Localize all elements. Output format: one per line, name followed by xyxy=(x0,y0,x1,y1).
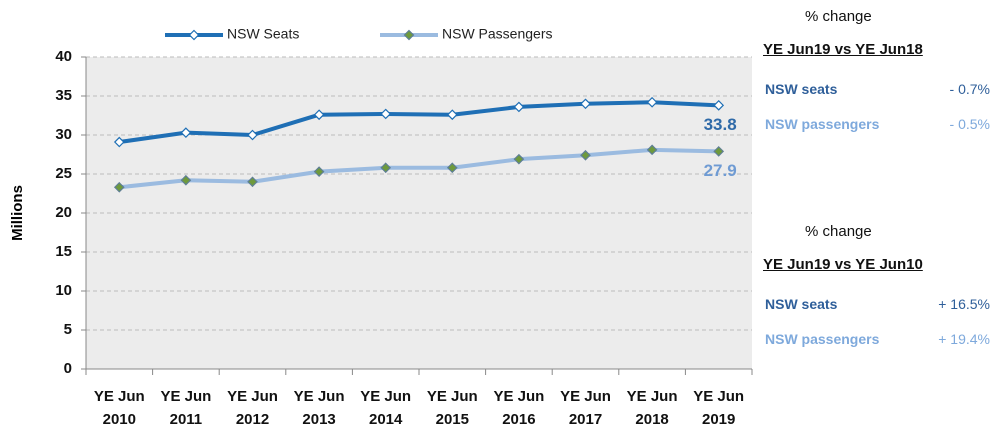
marker xyxy=(513,153,525,165)
legend-label: NSW Seats xyxy=(227,26,299,42)
data-label: 27.9 xyxy=(704,161,737,180)
x-tick-label: YE Jun 2016 xyxy=(493,388,545,428)
x-tick-label: YE Jun 2017 xyxy=(560,388,611,428)
marker xyxy=(646,144,658,156)
legend-marker xyxy=(188,29,200,41)
y-tick-label: 5 xyxy=(64,321,72,338)
marker xyxy=(646,96,658,108)
row-label: NSW passengers xyxy=(765,116,880,132)
marker xyxy=(113,181,125,193)
panel-heading: % change xyxy=(805,8,872,25)
x-tick-label: YE Jun 2013 xyxy=(293,388,345,428)
row-value: - 0.7% xyxy=(949,81,990,97)
panel-subheading: YE Jun19 vs YE Jun18 xyxy=(763,41,923,58)
marker xyxy=(180,127,192,139)
y-tick-label: 10 xyxy=(55,282,72,299)
x-tick-label: YE Jun 2018 xyxy=(626,388,678,428)
x-tick-label: YE Jun 2010 xyxy=(93,388,145,428)
y-tick-label: 25 xyxy=(55,165,72,182)
marker xyxy=(446,162,458,174)
row-label: NSW seats xyxy=(765,296,838,312)
x-tick-label: YE Jun 2011 xyxy=(160,388,212,428)
marker xyxy=(247,176,258,188)
x-tick-label: YE Jun 2014 xyxy=(360,388,412,428)
marker xyxy=(446,109,458,121)
y-tick-label: 30 xyxy=(55,126,72,143)
y-tick-label: 0 xyxy=(64,360,72,377)
legend-label: NSW Passengers xyxy=(442,26,552,42)
marker xyxy=(180,174,192,186)
panel-heading: % change xyxy=(805,223,872,240)
panel-subheading: YE Jun19 vs YE Jun10 xyxy=(763,256,923,273)
row-label: NSW passengers xyxy=(765,331,880,347)
y-tick-label: 20 xyxy=(55,204,72,221)
x-tick-label: YE Jun 2012 xyxy=(227,388,278,428)
x-tick-label: YE Jun 2019 xyxy=(693,388,745,428)
marker xyxy=(513,101,525,113)
marker xyxy=(113,136,125,148)
row-label: NSW seats xyxy=(765,81,838,97)
marker xyxy=(713,146,725,157)
y-tick-label: 40 xyxy=(55,48,72,65)
row-value: + 16.5% xyxy=(938,296,990,312)
y-tick-label: 15 xyxy=(55,243,72,260)
marker xyxy=(380,108,392,120)
y-tick-label: 35 xyxy=(55,87,72,104)
x-tick-label: YE Jun 2015 xyxy=(426,388,478,428)
marker xyxy=(580,98,591,110)
marker xyxy=(247,129,258,141)
marker xyxy=(313,166,325,178)
legend-marker xyxy=(403,29,415,41)
marker xyxy=(313,109,325,121)
series-line xyxy=(119,100,719,145)
y-axis-label: Millions xyxy=(9,185,26,241)
data-label: 33.8 xyxy=(704,115,737,134)
series-line xyxy=(119,147,719,190)
row-value: + 19.4% xyxy=(938,331,990,347)
marker xyxy=(380,162,392,174)
marker xyxy=(580,149,591,161)
marker xyxy=(713,100,725,111)
row-value: - 0.5% xyxy=(949,116,990,132)
